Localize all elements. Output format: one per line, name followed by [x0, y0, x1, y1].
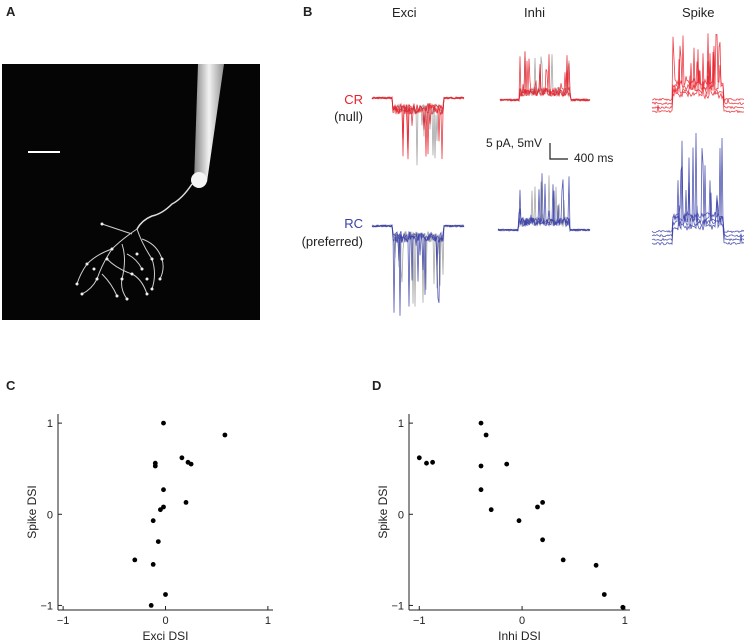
- y-tick-label: 0: [47, 509, 53, 521]
- data-point: [161, 487, 166, 493]
- y-tick-label: 0: [398, 509, 404, 521]
- trace-line-5-0: [651, 166, 744, 234]
- data-point: [179, 455, 185, 461]
- column-header-exci: Exci: [392, 5, 417, 20]
- data-point: [183, 500, 189, 505]
- scale-bar: [28, 151, 60, 153]
- neuron-micrograph: [2, 64, 260, 320]
- trace-line-2-3: [651, 49, 744, 114]
- data-point: [161, 420, 166, 426]
- data-point: [424, 460, 429, 466]
- trace-line-3-4: [371, 224, 465, 282]
- y-axis-label: Spike DSI: [376, 485, 390, 538]
- trace-line-1-1: [499, 60, 591, 102]
- data-point: [540, 537, 545, 543]
- data-point: [150, 518, 156, 524]
- data-point: [416, 455, 422, 461]
- trace-line-1-2: [499, 54, 591, 102]
- data-point: [148, 603, 154, 608]
- trace-line-1-4: [499, 51, 591, 103]
- x-tick-label: 0: [519, 615, 525, 627]
- data-point: [161, 504, 166, 510]
- data-point: [478, 463, 484, 469]
- row-label-cr: CR: [344, 92, 363, 107]
- data-point: [132, 557, 138, 563]
- data-point: [152, 463, 158, 469]
- row-sublabel-null: (null): [334, 109, 363, 124]
- y-tick-label: 1: [47, 418, 53, 430]
- x-tick-label: 1: [622, 615, 628, 627]
- data-point: [222, 432, 228, 438]
- neuron-image: [75, 64, 224, 301]
- panel-label-c: C: [6, 378, 16, 393]
- column-header-inhi: Inhi: [524, 5, 545, 20]
- panel-label-b: B: [303, 4, 313, 19]
- data-point: [620, 604, 626, 610]
- y-tick-label: −1: [40, 600, 53, 612]
- data-point: [158, 507, 163, 513]
- scale-amplitude-label: 5 pA, 5mV: [486, 136, 543, 150]
- data-point: [150, 562, 156, 567]
- trace-line-2-0: [651, 33, 744, 102]
- data-point: [155, 539, 161, 544]
- scatter-plot-c: −1 0 1 −1 0 1 Exci DSI Spike DSI: [25, 414, 273, 643]
- trace-line-0-4: [371, 96, 465, 160]
- scatter-plot-d: −1 0 1 −1 0 1 Inhi DSI Spike DSI: [376, 414, 630, 643]
- trace-line-2-1: [651, 42, 744, 106]
- data-point: [560, 557, 566, 563]
- data-point: [478, 420, 484, 426]
- y-tick-label: −1: [391, 600, 404, 612]
- data-point: [188, 461, 194, 467]
- scale-time-label: 400 ms: [574, 151, 614, 165]
- row-sublabel-preferred: (preferred): [301, 234, 363, 249]
- y-axis-label: Spike DSI: [25, 485, 39, 538]
- data-point: [488, 507, 494, 513]
- panel-label-a: A: [6, 4, 16, 19]
- x-tick-label: 0: [162, 615, 168, 627]
- trace-line-5-3: [651, 140, 744, 246]
- x-axis-label: Exci DSI: [142, 629, 188, 643]
- data-point: [478, 487, 484, 493]
- x-tick-label: −1: [57, 615, 70, 627]
- data-point: [430, 459, 435, 465]
- x-tick-label: 1: [265, 615, 271, 627]
- data-point: [516, 518, 522, 524]
- panel-label-d: D: [372, 378, 382, 393]
- data-point: [504, 461, 510, 467]
- data-point: [535, 504, 540, 510]
- data-point: [483, 432, 489, 438]
- data-point: [540, 500, 545, 505]
- data-point: [593, 562, 599, 568]
- data-point: [163, 592, 168, 597]
- y-tick-label: 1: [398, 418, 404, 430]
- column-header-spike: Spike: [682, 5, 715, 20]
- trace-line-2-2: [651, 47, 744, 110]
- trace-line-4-4: [497, 179, 591, 232]
- row-label-rc: RC: [344, 216, 363, 231]
- x-tick-label: −1: [413, 615, 426, 627]
- x-axis-label: Inhi DSI: [498, 629, 541, 643]
- data-point: [601, 592, 607, 597]
